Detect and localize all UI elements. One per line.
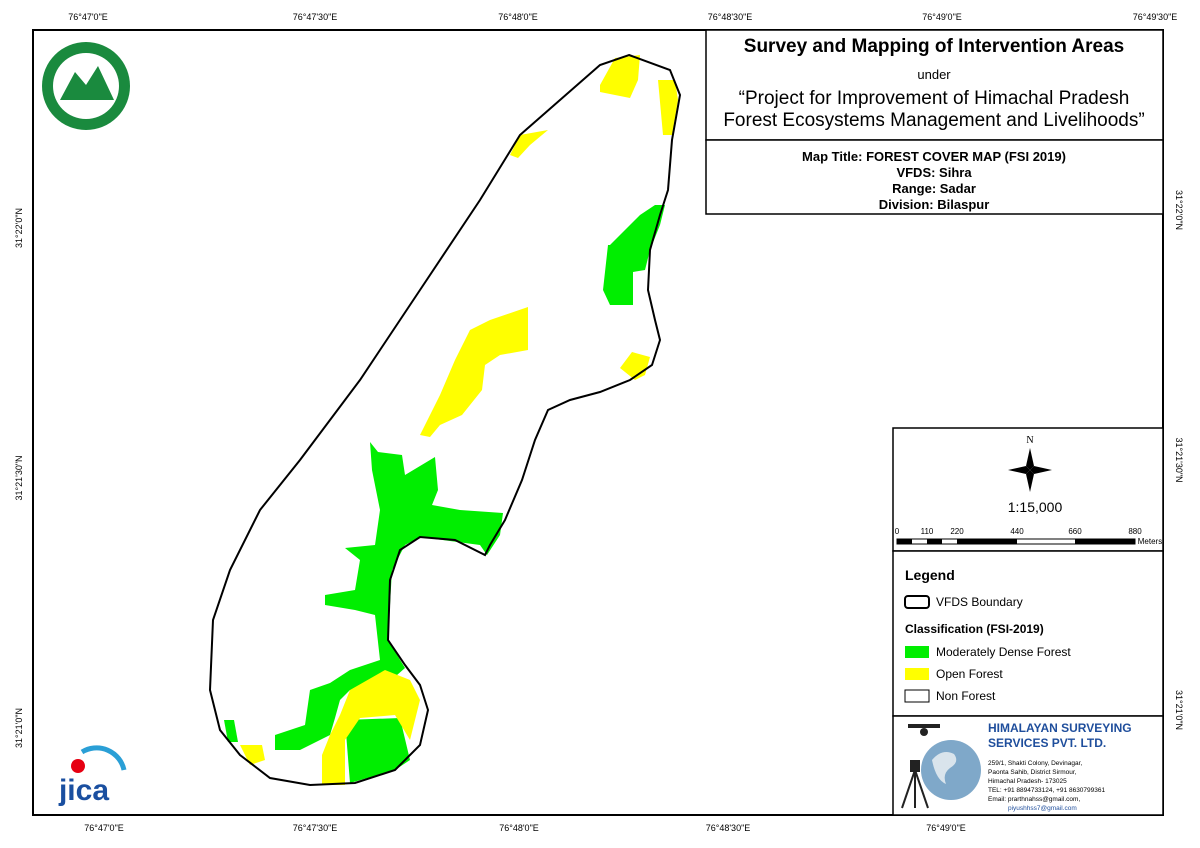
lon-label: 76°48'30"E <box>708 12 753 22</box>
scale-label: 880 <box>1128 527 1142 536</box>
legend-box <box>892 550 1164 717</box>
range: Range: Sadar <box>892 181 976 196</box>
drone-body <box>920 728 928 736</box>
lon-label: 76°48'30"E <box>706 823 751 833</box>
lat-label: 31°21'0"N <box>14 708 24 748</box>
drone <box>908 724 940 728</box>
lon-label: 76°47'0"E <box>68 12 108 22</box>
lat-label: 31°21'30"N <box>14 455 24 500</box>
instrument <box>910 760 920 772</box>
scale-box <box>892 427 1164 552</box>
address-line: Paonta Sahib, District Sirmour, <box>988 769 1077 776</box>
north-arrow <box>1030 466 1052 474</box>
legend-swatch <box>905 646 929 658</box>
project-line: Forest Ecosystems Management and Livelih… <box>723 110 1144 131</box>
scale-segment <box>897 539 912 544</box>
legend-title: Legend <box>905 567 955 583</box>
open-forest <box>600 55 640 98</box>
scale-label: 660 <box>1068 527 1082 536</box>
scale-ratio: 1:15,000 <box>1008 499 1063 515</box>
lon-label: 76°49'0"E <box>926 823 966 833</box>
company-logo <box>901 724 981 809</box>
lon-label: 76°47'30"E <box>293 12 338 22</box>
open-forest <box>658 80 678 135</box>
vfds: VFDS: Sihra <box>896 165 972 180</box>
legend-swatch <box>905 668 929 680</box>
lat-label: 31°21'30"N <box>1174 437 1184 482</box>
vfds-boundary <box>208 53 682 787</box>
logo-mountain <box>60 66 114 100</box>
scale-labels: 0 110 220 440 660 880 Meters <box>895 527 1162 546</box>
scale-label: 0 <box>895 527 900 536</box>
open-forest <box>322 670 420 785</box>
scale-bar <box>896 538 1136 545</box>
lat-label: 31°22'0"N <box>1174 190 1184 230</box>
legend-subtitle: Classification (FSI-2019) <box>905 622 1044 636</box>
lon-label: 76°48'0"E <box>499 823 539 833</box>
open-forest <box>620 352 650 380</box>
scale-label: 220 <box>950 527 964 536</box>
map-info-box <box>705 139 1164 215</box>
north-label: N <box>1026 435 1033 446</box>
jica-logo: jica <box>58 745 127 807</box>
globe-land <box>932 752 957 784</box>
scale-label: 440 <box>1010 527 1024 536</box>
graticule-labels: 76°47'0"E 76°47'30"E 76°48'0"E 76°48'30"… <box>14 12 1184 833</box>
company-name: SERVICES PVT. LTD. <box>988 736 1106 750</box>
moderately-dense-forest <box>224 720 238 742</box>
open-forest <box>240 745 265 765</box>
address-line: piyushhss7@gmail.com <box>1008 805 1077 812</box>
lon-label: 76°49'0"E <box>922 12 962 22</box>
lon-label: 76°47'0"E <box>84 823 124 833</box>
jica-text: jica <box>58 774 109 807</box>
legend-label: Non Forest <box>936 689 996 703</box>
scale-label: 110 <box>921 527 934 536</box>
title: Survey and Mapping of Intervention Areas <box>744 36 1124 57</box>
state-logo <box>42 42 130 130</box>
north-arrow <box>1026 448 1034 470</box>
jica-dot <box>71 759 85 773</box>
scale-segment <box>1075 539 1135 544</box>
company-name: HIMALAYAN SURVEYING <box>988 721 1132 735</box>
company-address: 259/1, Shakti Colony, Devinagar, Paonta … <box>988 760 1105 812</box>
subtitle: under <box>917 67 951 82</box>
address-line: 259/1, Shakti Colony, Devinagar, <box>988 760 1082 767</box>
north-arrow <box>1008 466 1030 474</box>
division: Division: Bilaspur <box>879 197 990 212</box>
legend-swatch <box>904 595 930 609</box>
open-forest <box>420 307 528 437</box>
scale-segment <box>927 539 942 544</box>
address-line: TEL: +91 8894733124, +91 8630799361 <box>988 787 1105 794</box>
globe <box>921 740 981 800</box>
jica-arc <box>80 745 127 771</box>
legend-label: VFDS Boundary <box>936 595 1023 609</box>
lon-label: 76°49'30"E <box>1133 12 1178 22</box>
north-arrow <box>1026 470 1034 492</box>
scale-segment <box>957 539 1017 544</box>
lat-label: 31°21'0"N <box>1174 690 1184 730</box>
address-line: Himachal Pradesh- 173025 <box>988 778 1067 785</box>
tripod <box>914 769 929 809</box>
tripod <box>901 769 916 809</box>
legend-swatch <box>904 689 930 703</box>
scale-unit: Meters <box>1138 537 1162 546</box>
address-line: Email: prarthnahss@gmail.com, <box>988 796 1080 803</box>
moderately-dense-forest <box>345 718 410 783</box>
title-box <box>705 29 1164 141</box>
lat-label: 31°22'0"N <box>14 208 24 248</box>
legend-label: Moderately Dense Forest <box>936 645 1071 659</box>
map-title: Map Title: FOREST COVER MAP (FSI 2019) <box>802 149 1066 164</box>
lon-label: 76°48'0"E <box>498 12 538 22</box>
legend-label: Open Forest <box>936 667 1003 681</box>
moderately-dense-forest <box>603 205 665 305</box>
lon-label: 76°47'30"E <box>293 823 338 833</box>
project-line: “Project for Improvement of Himachal Pra… <box>739 88 1130 109</box>
